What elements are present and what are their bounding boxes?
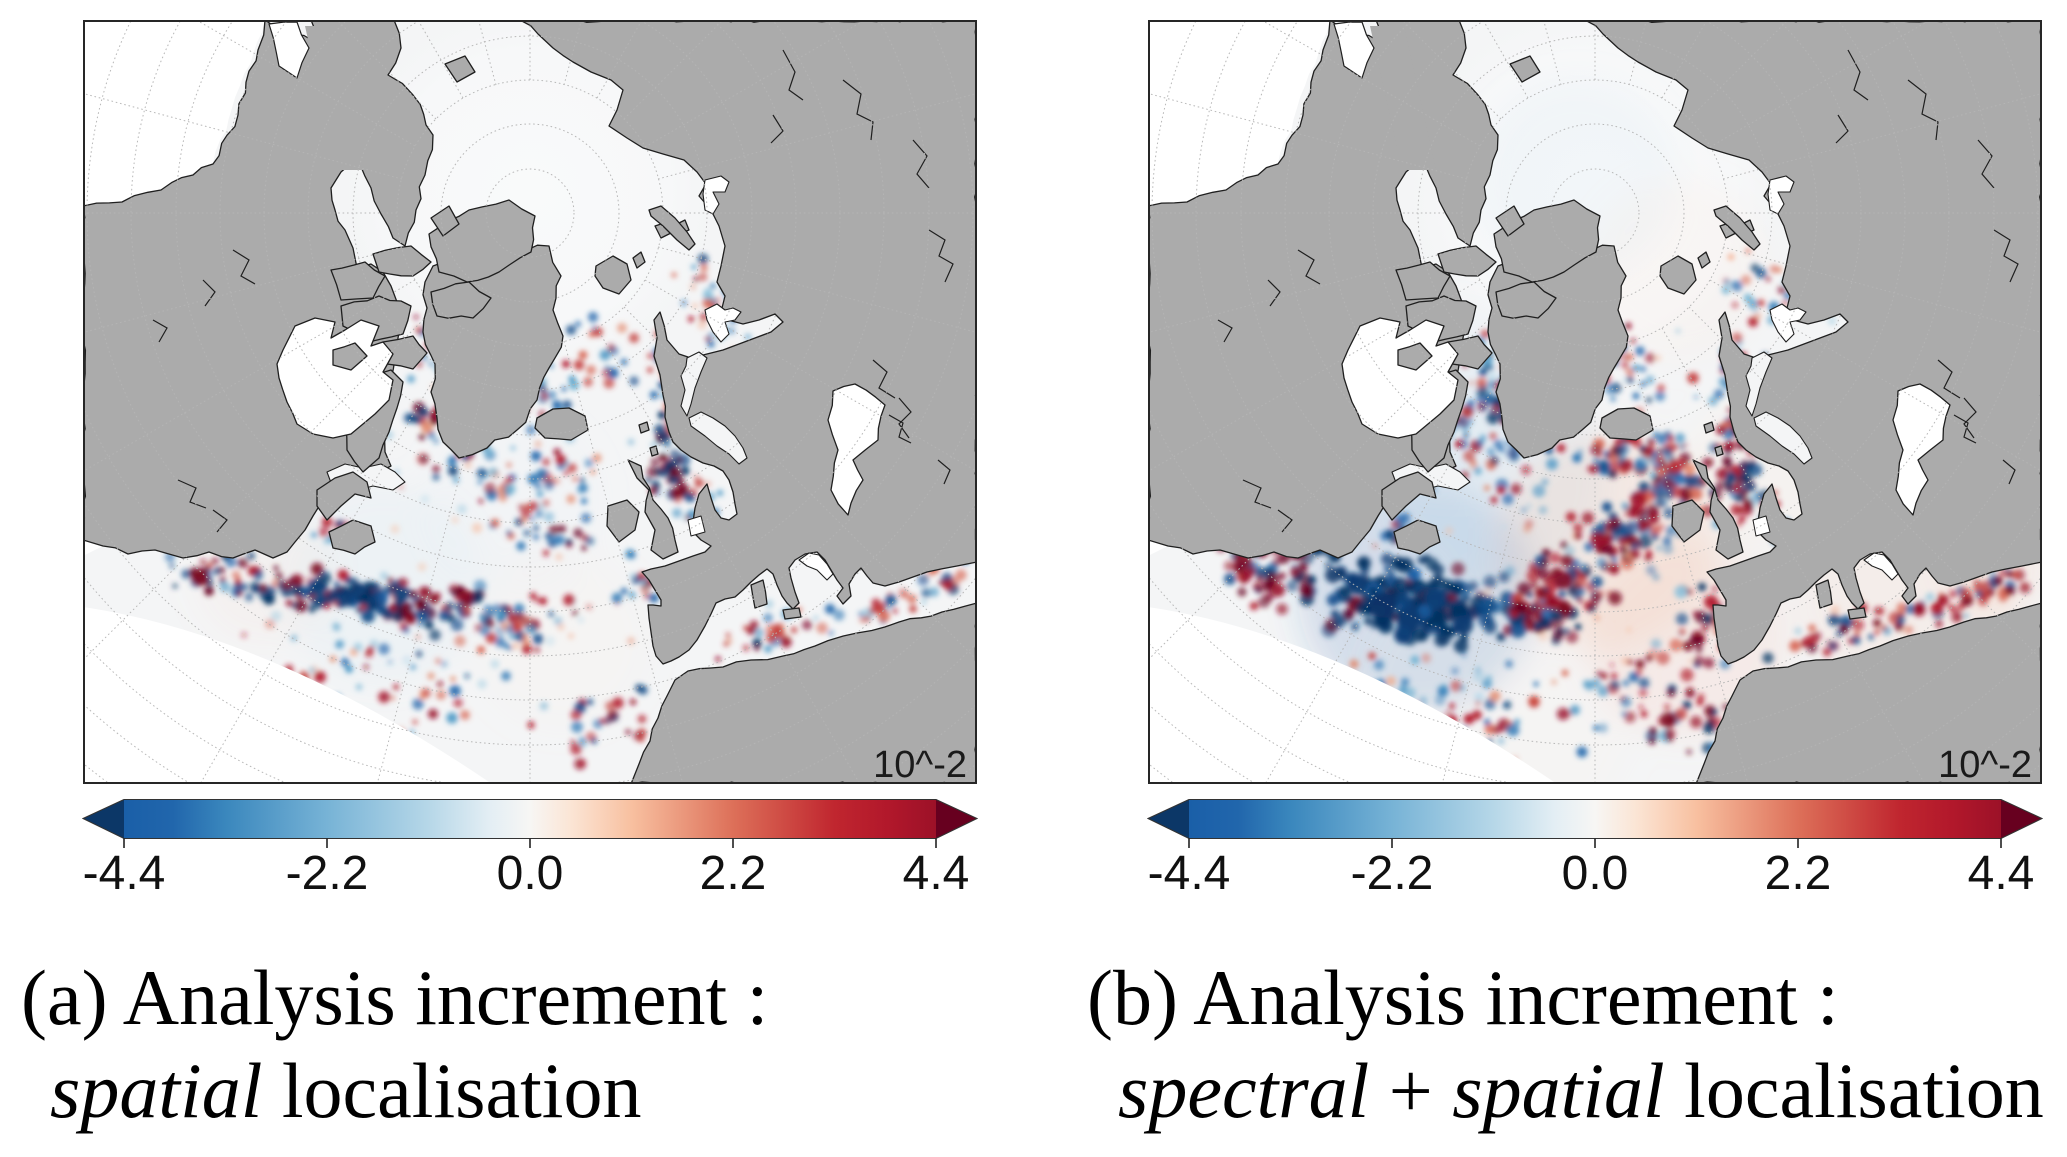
svg-text:10^-2: 10^-2	[873, 744, 967, 784]
svg-text:10^-2: 10^-2	[1938, 744, 2032, 784]
